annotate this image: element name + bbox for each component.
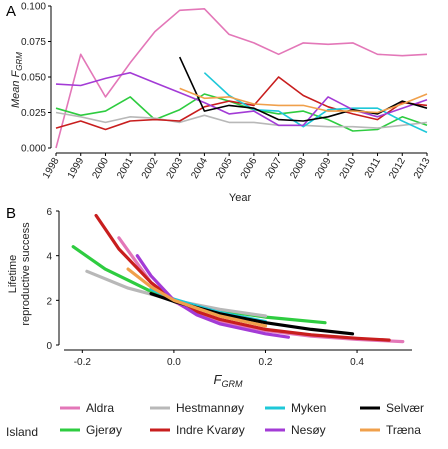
legend-item-hestmannoy: Hestmannøy xyxy=(150,401,244,415)
panel-a-x-tick-label: 2001 xyxy=(115,156,136,181)
panel-b-x-title-sub: GRM xyxy=(221,379,243,389)
panel-b-x-axis: -0.2 0.0 0.2 0.4 xyxy=(64,349,412,368)
legend-label: Indre Kvarøy xyxy=(176,423,245,437)
legend-title: Island xyxy=(6,425,38,439)
panel-a-x-tick-label: 1998 xyxy=(41,156,62,181)
panel-b-x-tick-label: 0.0 xyxy=(167,357,181,368)
panel-a-x-axis: 1998 1999 2000 2001 2002 2003 2004 2005 2006 2007… xyxy=(41,152,433,181)
panel-b-x-title-main: F xyxy=(214,372,223,387)
panel-b-series-traena xyxy=(126,267,268,328)
legend-item-nesoy: Nesøy xyxy=(265,423,326,437)
panel-a-y-title-sub: GRM xyxy=(15,52,24,71)
panel-a-x-tick-label: 2006 xyxy=(239,156,260,181)
panel-b-x-tick-label: -0.2 xyxy=(74,357,92,368)
legend-label: Nesøy xyxy=(291,423,326,437)
panel-a-x-tick-label: 2010 xyxy=(338,156,359,181)
panel-a-x-tick-label: 2012 xyxy=(387,156,408,181)
panel-a-letter: A xyxy=(6,3,16,20)
panel-b-y-tick-label: 0 xyxy=(46,341,52,352)
legend-item-traena: Træna xyxy=(360,423,421,437)
panel-b: B 0 2 4 6 -0.2 0.0 0.2 0.4 FGRM Lifetime repro… xyxy=(6,205,412,389)
panel-b-series xyxy=(71,213,405,344)
panel-a: A 0.000 0.025 0.050 0.075 0.100 1998 1999 2000… xyxy=(6,2,433,205)
panel-a-series-nesoy xyxy=(55,71,428,127)
legend-label: Myken xyxy=(291,401,326,415)
panel-a-x-tick-label: 2002 xyxy=(140,156,161,181)
panel-a-series-hestmannoy xyxy=(55,111,428,129)
legend-item-aldra: Aldra xyxy=(60,401,114,415)
panel-b-series-hestmannoy xyxy=(85,269,268,318)
legend-item-gjeroy: Gjerøy xyxy=(60,423,122,437)
panel-a-x-tick-label: 2004 xyxy=(189,156,210,181)
panel-a-x-tick-label: 2000 xyxy=(90,156,111,181)
panel-a-y-tick-label: 0.100 xyxy=(21,2,46,13)
panel-a-x-title: Year xyxy=(229,192,252,204)
panel-b-letter: B xyxy=(6,205,16,222)
legend-item-indre-kvaroy: Indre Kvarøy xyxy=(150,423,245,437)
panel-a-y-tick-label: 0.000 xyxy=(21,144,46,155)
panel-b-series-nesoy xyxy=(135,254,290,339)
panel-a-y-tick-label: 0.025 xyxy=(21,108,46,119)
panel-a-series-aldra xyxy=(55,8,428,149)
legend-label: Aldra xyxy=(86,401,114,415)
panel-b-y-title-line2: reproductive success xyxy=(20,222,32,326)
panel-b-y-title-line1: Lifetime xyxy=(7,255,19,294)
panel-a-series-traena xyxy=(179,87,428,114)
panel-b-y-tick-label: 2 xyxy=(46,296,52,307)
panel-b-y-tick-label: 6 xyxy=(46,207,52,218)
panel-a-series-gjeroy xyxy=(55,93,428,132)
legend-label: Gjerøy xyxy=(86,423,122,437)
panel-a-series xyxy=(55,8,428,149)
panel-b-x-tick-label: 0.4 xyxy=(350,357,364,368)
panel-a-y-axis: 0.000 0.025 0.050 0.075 0.100 xyxy=(21,2,52,155)
panel-a-x-tick-label: 2005 xyxy=(214,156,235,181)
legend-label: Hestmannøy xyxy=(176,401,244,415)
panel-a-y-tick-label: 0.075 xyxy=(21,37,46,48)
legend-label: Træna xyxy=(386,423,421,437)
panel-a-x-tick-label: 1999 xyxy=(66,156,87,181)
panel-b-x-title: FGRM xyxy=(214,372,243,389)
panel-b-y-axis: 0 2 4 6 xyxy=(46,207,60,352)
panel-b-y-tick-label: 4 xyxy=(46,252,52,263)
panel-a-y-tick-label: 0.050 xyxy=(21,73,46,84)
panel-a-x-tick-label: 2011 xyxy=(363,156,383,181)
panel-a-y-title-main: Mean F xyxy=(10,69,22,108)
legend-items: Aldra Gjerøy Hestmannøy Indre Kvarøy Myken Ne… xyxy=(60,401,424,437)
panel-b-series-indre-kvaroy xyxy=(94,213,391,342)
legend-item-myken: Myken xyxy=(265,401,326,415)
panel-a-x-tick-label: 2013 xyxy=(412,156,433,181)
legend-label: Selvær xyxy=(386,401,424,415)
panel-b-series-selvaer xyxy=(149,292,355,336)
panel-a-x-tick-label: 2009 xyxy=(313,156,334,181)
legend: Island Aldra Gjerøy Hestmannøy Indre Kvarøy… xyxy=(6,401,424,439)
panel-b-x-tick-label: 0.2 xyxy=(259,357,273,368)
panel-a-x-tick-label: 2007 xyxy=(264,156,285,181)
legend-item-selvaer: Selvær xyxy=(360,401,424,415)
panel-a-y-title: Mean FGRM xyxy=(10,52,24,108)
panel-a-x-tick-label: 2008 xyxy=(288,156,309,181)
panel-a-x-tick-label: 2003 xyxy=(165,156,186,181)
